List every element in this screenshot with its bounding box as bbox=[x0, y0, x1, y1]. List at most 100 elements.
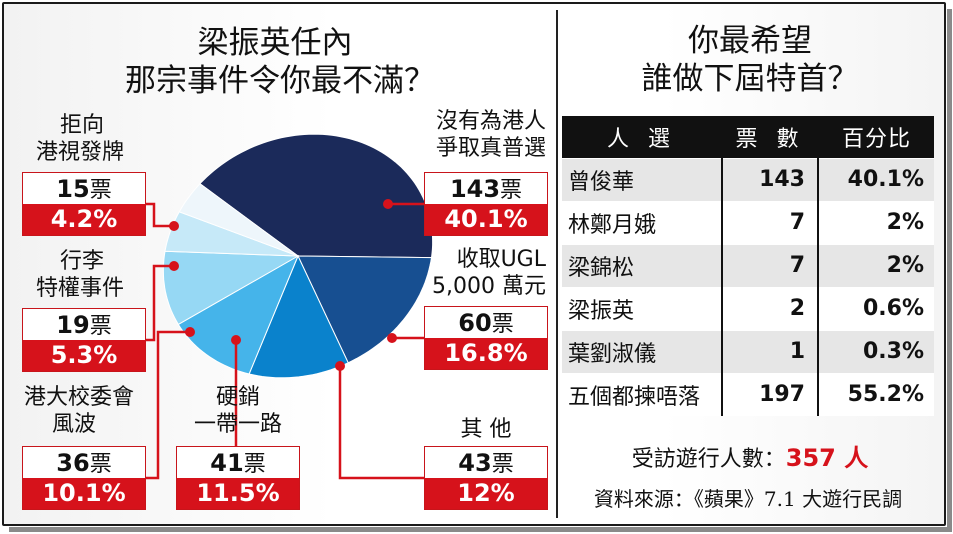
candidate-votes: 1 bbox=[721, 329, 818, 373]
slice-label-line: 港大校委會 bbox=[24, 385, 135, 410]
table-title-line-2: 誰做下屆特首？ bbox=[641, 61, 859, 97]
pie-slice-others bbox=[248, 254, 349, 379]
slice-percent: 40.1% bbox=[425, 204, 547, 235]
frame-shadow-right bbox=[947, 9, 952, 531]
slice-label-others: 其 他 bbox=[424, 416, 548, 443]
pie-slice-ugl bbox=[297, 255, 433, 364]
table-header-row: 人 選 票 數 百分比 bbox=[562, 116, 934, 158]
candidate-percent: 40.1% bbox=[817, 157, 934, 201]
candidate-votes: 2 bbox=[721, 286, 818, 330]
slice-label-line: 行李 bbox=[60, 249, 105, 274]
table-row: 梁錦松 7 2% bbox=[562, 243, 934, 287]
leader-dot-universal-suffrage bbox=[383, 199, 393, 209]
candidate-name: 曾俊華 bbox=[562, 157, 722, 201]
slice-label-line: 一帶一路 bbox=[193, 412, 282, 437]
candidate-name: 梁錦松 bbox=[562, 243, 722, 287]
slice-box-luggage: 19票 5.3% bbox=[22, 308, 146, 372]
panel-divider bbox=[556, 10, 558, 518]
table-row: 梁振英 2 0.6% bbox=[562, 286, 934, 330]
candidate-votes: 143 bbox=[721, 157, 818, 201]
slice-votes: 43 bbox=[458, 449, 492, 477]
table-row: 葉劉淑儀 1 0.3% bbox=[562, 329, 934, 373]
candidate-percent: 55.2% bbox=[817, 372, 934, 416]
pie-title-line-2: 那宗事件令你最不滿？ bbox=[125, 63, 435, 99]
slice-label-line: 硬銷 bbox=[215, 385, 260, 410]
slice-label-line: 特權事件 bbox=[36, 276, 125, 301]
leader-dot-others bbox=[335, 361, 345, 371]
vote-unit: 票 bbox=[491, 452, 514, 477]
pie-slice-hku-council bbox=[162, 250, 300, 326]
slice-label-universal-suffrage: 沒有為港人 爭取真普選 bbox=[380, 108, 546, 162]
slice-label-ugl: 收取UGL 5,000 萬元 bbox=[396, 246, 546, 300]
slice-label-hktv-licence: 拒向 港視發牌 bbox=[36, 112, 156, 166]
candidate-votes: 197 bbox=[721, 372, 818, 416]
slice-votes: 60 bbox=[458, 309, 492, 337]
slice-label-luggage: 行李 特權事件 bbox=[36, 248, 156, 302]
candidate-name: 林鄭月娥 bbox=[562, 200, 722, 244]
source-note: 資料來源：《蘋果》7.1 大遊行民調 bbox=[593, 487, 903, 511]
table-row: 林鄭月娥 7 2% bbox=[562, 200, 934, 244]
candidate-votes: 7 bbox=[721, 200, 818, 244]
vote-unit: 票 bbox=[89, 178, 112, 203]
slice-votes: 41 bbox=[210, 449, 244, 477]
slice-votes: 143 bbox=[449, 175, 501, 203]
slice-label-hku-council: 港大校委會 風波 bbox=[24, 384, 164, 438]
vote-unit: 票 bbox=[491, 312, 514, 337]
slice-label-belt-road: 硬銷 一帶一路 bbox=[176, 384, 300, 438]
candidate-table: 人 選 票 數 百分比 曾俊華 143 40.1% 林鄭月娥 7 2% 梁錦松 … bbox=[562, 116, 934, 416]
slice-label-line: 收取UGL bbox=[456, 247, 546, 272]
slice-box-ugl: 60票 16.8% bbox=[424, 306, 548, 370]
pie-title-line-1: 梁振英任內 bbox=[197, 25, 353, 61]
slice-box-universal-suffrage: 143票 40.1% bbox=[424, 172, 548, 236]
slice-label-line: 港視發牌 bbox=[36, 140, 125, 165]
leader-line-others bbox=[338, 366, 424, 480]
pie-slice-luggage bbox=[164, 211, 299, 257]
slice-box-hktv-licence: 15票 4.2% bbox=[22, 172, 146, 236]
table-row: 五個都揀唔落 197 55.2% bbox=[562, 372, 934, 416]
leader-dot-hktv-licence bbox=[169, 221, 179, 231]
respondents-count: 受訪遊行人數：357 人 bbox=[600, 438, 900, 473]
slice-votes: 15 bbox=[56, 175, 90, 203]
column-header-percent: 百分比 bbox=[817, 116, 934, 158]
slice-box-others: 43票 12% bbox=[424, 446, 548, 510]
frame-shadow-bottom bbox=[9, 527, 952, 532]
slice-votes: 19 bbox=[56, 311, 90, 339]
table-title-line-1: 你最希望 bbox=[688, 23, 812, 59]
leader-dot-ugl bbox=[387, 333, 397, 343]
leader-dot-hku-council bbox=[185, 327, 195, 337]
vote-unit: 票 bbox=[89, 314, 112, 339]
candidate-name: 梁振英 bbox=[562, 286, 722, 330]
leader-line-hku-council bbox=[146, 330, 190, 480]
slice-percent: 12% bbox=[425, 478, 547, 509]
slice-label-line: 5,000 萬元 bbox=[432, 274, 546, 299]
slice-label-line: 拒向 bbox=[60, 113, 105, 138]
column-header-candidate: 人 選 bbox=[562, 116, 722, 158]
slice-label-line: 沒有為港人 bbox=[435, 109, 546, 134]
slice-percent: 4.2% bbox=[23, 204, 145, 235]
slice-box-hku-council: 36票 10.1% bbox=[22, 446, 146, 510]
candidate-name: 葉劉淑儀 bbox=[562, 329, 722, 373]
slice-box-belt-road: 41票 11.5% bbox=[176, 446, 300, 510]
respondents-label: 受訪遊行人數： bbox=[631, 447, 786, 472]
candidate-percent: 0.3% bbox=[817, 329, 934, 373]
leader-line-luggage bbox=[146, 264, 174, 342]
leader-dot-luggage bbox=[169, 261, 179, 271]
slice-label-line: 爭取真普選 bbox=[435, 136, 546, 161]
slice-votes: 36 bbox=[56, 449, 90, 477]
vote-unit: 票 bbox=[500, 178, 523, 203]
vote-unit: 票 bbox=[89, 452, 112, 477]
leader-line-hktv-licence bbox=[146, 202, 174, 228]
slice-label-line: 其 他 bbox=[460, 417, 512, 442]
candidate-votes: 7 bbox=[721, 243, 818, 287]
slice-label-line: 風波 bbox=[52, 412, 97, 437]
column-header-votes: 票 數 bbox=[721, 116, 818, 158]
pie-slice-hktv-licence bbox=[178, 183, 299, 257]
candidate-name: 五個都揀唔落 bbox=[562, 372, 722, 416]
slice-percent: 16.8% bbox=[425, 338, 547, 369]
candidate-percent: 2% bbox=[817, 200, 934, 244]
table-row: 曾俊華 143 40.1% bbox=[562, 157, 934, 201]
candidate-percent: 2% bbox=[817, 243, 934, 287]
leader-dot-belt-road bbox=[231, 335, 241, 345]
candidate-percent: 0.6% bbox=[817, 286, 934, 330]
